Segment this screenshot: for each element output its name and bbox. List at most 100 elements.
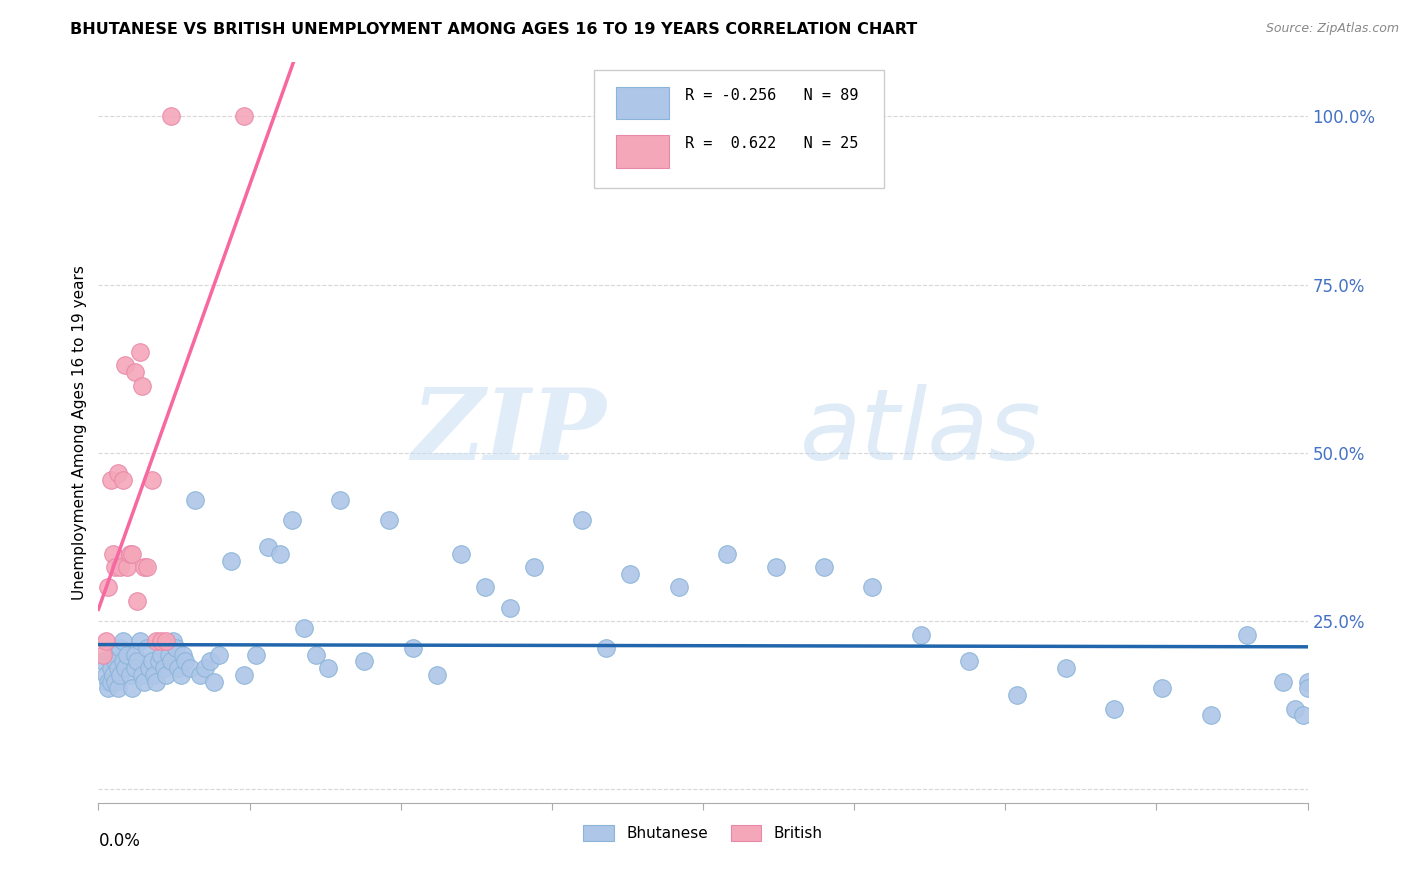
Point [100,674,122,689]
Text: ZIP: ZIP [412,384,606,481]
Point [426,668,449,682]
FancyBboxPatch shape [616,87,669,120]
Point [232,668,254,682]
Point [1102,701,1125,715]
Point [256,540,278,554]
Point [145,634,167,648]
Point [169,668,191,682]
Point [135,640,157,655]
Text: atlas: atlas [800,384,1042,481]
Point [281,513,304,527]
Point [498,600,520,615]
Point [97,581,120,595]
Point [111,634,134,648]
Point [172,648,194,662]
Point [402,640,425,655]
Point [134,560,156,574]
Point [141,473,163,487]
Point [571,513,593,527]
Point [148,655,170,669]
Point [188,668,211,682]
Point [1272,674,1295,689]
FancyBboxPatch shape [616,135,669,168]
Point [104,674,127,689]
Point [118,547,141,561]
Point [1296,681,1319,696]
Legend: Bhutanese, British: Bhutanese, British [578,819,828,847]
Point [127,594,149,608]
Point [221,553,243,567]
Point [117,648,139,662]
Point [155,668,177,682]
Point [174,655,197,669]
Point [141,655,163,669]
Point [107,661,129,675]
Point [316,661,339,675]
Point [91,648,114,662]
Point [198,655,221,669]
Point [167,661,190,675]
Point [162,634,184,648]
Point [329,492,352,507]
Point [179,661,201,675]
Point [100,473,122,487]
Point [1007,688,1029,702]
Point [143,668,166,682]
Point [101,547,124,561]
Point [1236,627,1258,641]
Point [245,648,267,662]
Point [107,681,129,696]
Point [292,621,315,635]
Point [101,648,124,662]
Point [152,661,174,675]
Point [1284,701,1306,715]
Point [135,560,157,574]
Point [114,359,136,373]
Point [155,634,177,648]
Point [232,109,254,123]
Point [1152,681,1174,696]
Point [97,674,120,689]
Point [91,655,114,669]
Point [128,344,150,359]
Point [813,560,835,574]
Point [108,560,131,574]
Point [716,547,738,561]
Point [94,634,117,648]
Point [111,473,134,487]
Point [523,560,546,574]
Point [128,634,150,648]
Point [184,492,207,507]
Point [160,655,183,669]
Point [1296,674,1319,689]
Point [131,668,153,682]
Point [121,547,143,561]
Point [150,634,173,648]
Text: 0.0%: 0.0% [98,832,141,850]
Point [305,648,328,662]
Point [124,648,146,662]
Y-axis label: Unemployment Among Ages 16 to 19 years: Unemployment Among Ages 16 to 19 years [72,265,87,600]
Point [150,648,173,662]
Point [124,661,146,675]
Point [114,661,136,675]
Point [165,640,187,655]
Point [157,648,180,662]
Point [108,668,131,682]
Point [100,661,122,675]
Point [957,655,980,669]
Point [101,668,124,682]
Point [138,661,160,675]
Point [108,640,131,655]
Point [860,581,883,595]
Point [124,365,146,379]
FancyBboxPatch shape [595,70,884,188]
Point [910,627,932,641]
Text: R = -0.256   N = 89: R = -0.256 N = 89 [685,88,858,103]
Point [134,674,156,689]
Point [208,648,231,662]
Point [104,560,127,574]
Point [668,581,690,595]
Point [595,640,617,655]
Point [1054,661,1077,675]
